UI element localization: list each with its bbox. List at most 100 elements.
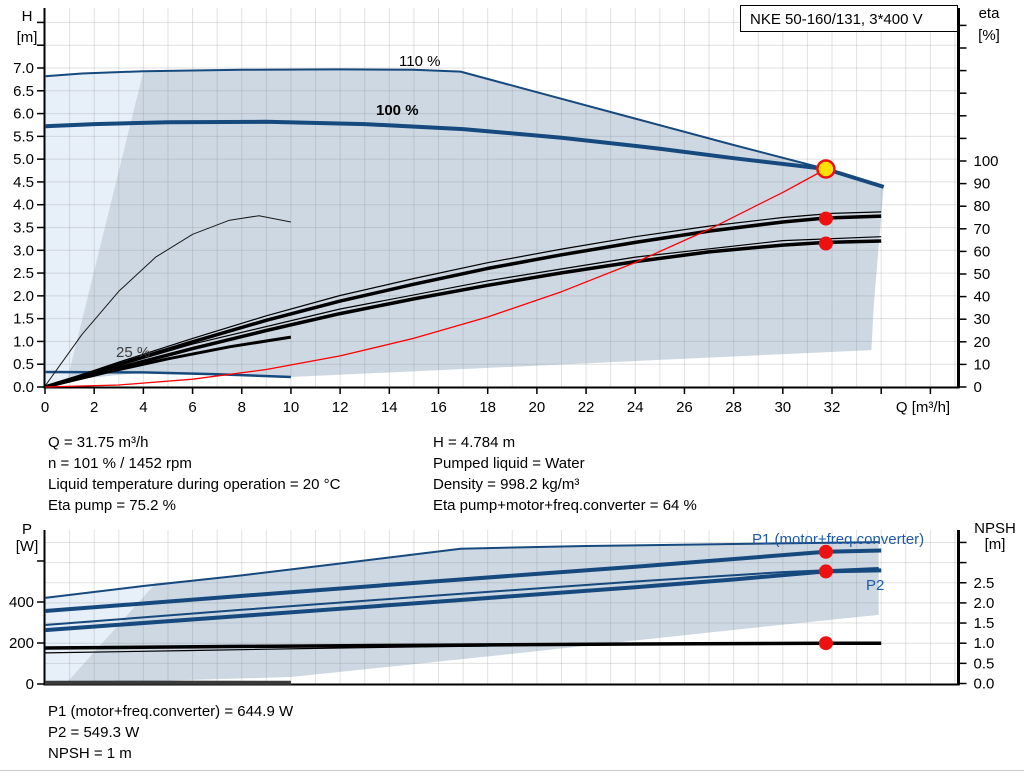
y-left-tick-label: 0.0 <box>13 379 34 396</box>
y-right-tick-label: 30 <box>974 311 991 328</box>
x-tick-label: 12 <box>332 399 349 416</box>
x-tick-label: 6 <box>188 399 196 416</box>
x-tick-label: 24 <box>627 399 644 416</box>
x-tick-label: 32 <box>824 399 841 416</box>
info-line-speed: n = 101 % / 1452 rpm <box>48 455 192 472</box>
y-left-tick-label: 0.5 <box>13 356 34 373</box>
y-right-tick-label: 2.5 <box>974 575 995 592</box>
page-bottom-border <box>0 770 1024 771</box>
info-line-p1: P1 (motor+freq.converter) = 644.9 W <box>48 703 294 720</box>
eta-total-curve <box>44 239 882 389</box>
x-tick-label: 16 <box>430 399 447 416</box>
y-left-tick-label: 2.0 <box>13 288 34 305</box>
p2-point[interactable] <box>818 564 833 579</box>
x-tick-label: 10 <box>283 399 300 416</box>
y-left-tick-label: 1.5 <box>13 311 34 328</box>
power-fill-dark <box>65 542 879 684</box>
y-left-tick-label: 2.5 <box>13 265 34 282</box>
curve-100pct <box>44 119 885 189</box>
x-tick-label: 8 <box>238 399 246 416</box>
y-right-tick-label: 40 <box>974 289 991 306</box>
info-line-density: Density = 998.2 kg/m³ <box>433 476 580 493</box>
curve-110pct <box>44 68 827 170</box>
envelope-fill-light <box>45 71 144 385</box>
label-25pct: 25 % <box>116 344 150 361</box>
eta-total-point[interactable] <box>818 236 833 251</box>
x-tick-label: 28 <box>725 399 742 416</box>
label-100pct: 100 % <box>376 102 419 119</box>
info-line-temperature: Liquid temperature during operation = 20… <box>48 476 341 493</box>
label-p1: P1 (motor+freq.converter) <box>752 531 924 548</box>
p2-110pct-curve <box>44 567 879 626</box>
duty-point-marker[interactable] <box>816 159 836 179</box>
p1-100pct-curve <box>44 548 882 613</box>
y-right-tick-label: 70 <box>974 221 991 238</box>
info-line-head: H = 4.784 m <box>433 434 516 451</box>
y-right-tick-label: 80 <box>974 198 991 215</box>
y-right-axis-title: NPSH <box>974 520 1016 537</box>
eta-pump-curve <box>44 214 882 389</box>
y-left-tick-label: 4.5 <box>13 174 34 191</box>
y-right-tick-label: 50 <box>974 266 991 283</box>
eta-pump-point[interactable] <box>818 211 833 226</box>
y-right-tick-label: 100 <box>974 153 999 170</box>
power-npsh-chart[interactable]: 0 200 400 0.0 0.5 1.0 1.5 2.0 2.5 P[W] NPSH[m] P1 (… <box>0 515 1024 697</box>
y-left-tick-label: 1.0 <box>13 333 34 350</box>
y-right-tick-label: 0.5 <box>974 655 995 672</box>
y-left-axis-title: P <box>22 521 32 538</box>
y-left-axis-title: H <box>22 8 33 25</box>
info-line-liquid: Pumped liquid = Water <box>433 455 585 472</box>
x-tick-label: 4 <box>139 399 147 416</box>
y-left-tick-label: 5.5 <box>13 128 34 145</box>
y-right-tick-label: 1.0 <box>974 635 995 652</box>
x-tick-label: 2 <box>90 399 98 416</box>
x-tick-label: 0 <box>41 399 49 416</box>
y-right-tick-label: 20 <box>974 334 991 351</box>
system-curve <box>44 168 827 388</box>
info-line-eta-pump: Eta pump = 75.2 % <box>48 497 176 514</box>
x-tick-label: 26 <box>676 399 693 416</box>
npsh-point[interactable] <box>818 636 833 651</box>
y-right-tick-label: 0.0 <box>974 676 995 693</box>
y-right-tick-label: 0 <box>974 379 982 396</box>
eta-pump-curve-thin <box>44 211 882 388</box>
y-left-axis-title: [m] <box>17 29 38 46</box>
duty-info-left-column: Q = 31.75 m³/h n = 101 % / 1452 rpm Liqu… <box>48 432 340 516</box>
y-left-tick-label: 200 <box>9 635 34 652</box>
y-left-axis-title: [W] <box>16 538 39 555</box>
y-right-tick-label: 10 <box>974 356 991 373</box>
y-left-tick-label: 3.5 <box>13 220 34 237</box>
npsh-curve <box>44 641 882 650</box>
y-right-tick-label: 2.0 <box>974 595 995 612</box>
y-left-tick-label: 7.0 <box>13 60 34 77</box>
y-left-tick-label: 5.0 <box>13 151 34 168</box>
chart-title: NKE 50-160/131, 3*400 V <box>750 11 923 28</box>
power-info-column: P1 (motor+freq.converter) = 644.9 W P2 =… <box>48 701 293 764</box>
info-line-eta-total: Eta pump+motor+freq.converter = 64 % <box>433 497 697 514</box>
p1-110pct-curve <box>44 541 879 599</box>
y-left-tick-label: 0 <box>26 676 34 693</box>
eta-25pct-curve <box>44 335 292 389</box>
y-left-tick-label: 3.0 <box>13 242 34 259</box>
y-right-tick-label: 1.5 <box>974 615 995 632</box>
info-line-p2: P2 = 549.3 W <box>48 724 140 741</box>
head-flow-chart[interactable]: 0 2 4 6 8 10 12 14 16 18 20 22 24 26 28 30 320.00.51.01.… <box>0 0 1024 426</box>
p1-point[interactable] <box>818 544 833 559</box>
info-line-flow: Q = 31.75 m³/h <box>48 434 149 451</box>
y-left-tick-label: 6.0 <box>13 106 34 123</box>
x-tick-label: 20 <box>529 399 546 416</box>
y-right-axis-title: eta <box>979 5 1001 22</box>
x-tick-label: 30 <box>774 399 791 416</box>
y-left-tick-label: 4.0 <box>13 197 34 214</box>
label-110pct: 110 % <box>399 53 440 70</box>
y-right-tick-label: 60 <box>974 243 991 260</box>
x-tick-label: 14 <box>381 399 398 416</box>
y-right-axis-title: [m] <box>985 536 1006 553</box>
info-line-npsh: NPSH = 1 m <box>48 745 132 762</box>
duty-info-right-column: H = 4.784 m Pumped liquid = Water Densit… <box>433 432 697 516</box>
chart-title-box <box>740 5 958 32</box>
x-tick-label: 18 <box>479 399 496 416</box>
y-left-tick-label: 400 <box>9 594 34 611</box>
y-left-tick-label: 6.5 <box>13 83 34 100</box>
